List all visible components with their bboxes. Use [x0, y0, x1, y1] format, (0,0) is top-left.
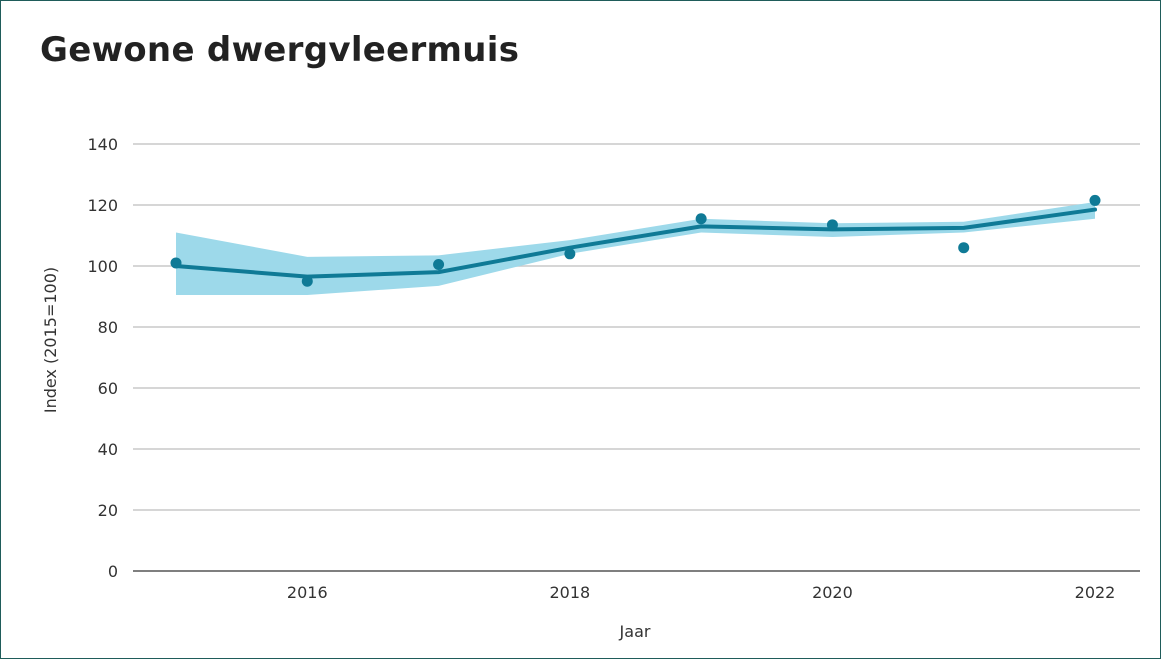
data-point — [170, 257, 182, 269]
x-tick-labels: 2016 2018 2020 2022 — [287, 583, 1115, 602]
confidence-band-layer — [176, 201, 1095, 295]
y-tick-label: 140 — [87, 135, 118, 154]
y-tick-label: 80 — [98, 318, 118, 337]
data-point — [695, 213, 707, 225]
y-axis-label: Index (2015=100) — [41, 267, 60, 413]
grid-lines — [133, 143, 1140, 572]
y-tick-label: 100 — [87, 257, 118, 276]
x-tick-label: 2018 — [549, 583, 590, 602]
y-tick-label: 60 — [98, 379, 118, 398]
x-tick-label: 2016 — [287, 583, 328, 602]
data-point — [433, 258, 445, 270]
y-tick-label: 120 — [87, 196, 118, 215]
data-point — [958, 242, 970, 254]
y-tick-label: 20 — [98, 501, 118, 520]
x-tick-label: 2020 — [812, 583, 853, 602]
chart-title: Gewone dwergvleermuis — [40, 30, 520, 70]
data-point — [826, 219, 838, 231]
data-points-layer — [170, 194, 1101, 287]
y-tick-labels: 0 20 40 60 80 100 120 140 — [87, 135, 118, 581]
x-tick-label: 2022 — [1075, 583, 1116, 602]
confidence-band — [176, 201, 1095, 295]
trend-line-layer — [174, 207, 1097, 279]
trend-line — [174, 207, 1097, 279]
y-tick-label: 40 — [98, 440, 118, 459]
x-axis-label: Jaar — [619, 622, 651, 641]
y-tick-label: 0 — [108, 562, 118, 581]
data-point — [1089, 194, 1101, 206]
data-point — [564, 248, 576, 260]
data-point — [301, 275, 313, 287]
